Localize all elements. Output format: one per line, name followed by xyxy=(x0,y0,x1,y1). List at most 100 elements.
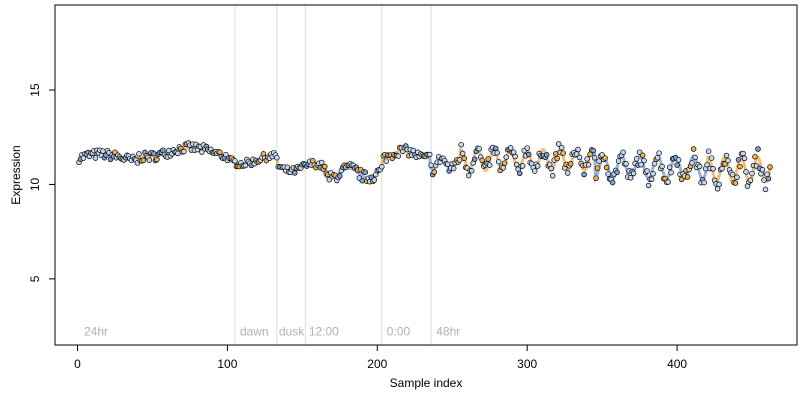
annotation-label: 24hr xyxy=(84,325,108,339)
fit-curve xyxy=(705,155,772,183)
data-point xyxy=(479,157,485,164)
data-point xyxy=(223,151,229,158)
data-point xyxy=(428,162,434,168)
data-point xyxy=(596,158,602,164)
data-point xyxy=(476,145,482,152)
data-point xyxy=(468,168,475,174)
data-point xyxy=(615,158,622,164)
data-point xyxy=(575,146,581,153)
data-point xyxy=(217,149,223,156)
data-point xyxy=(319,159,325,166)
data-point xyxy=(591,155,598,161)
annotation-label: 0:00 xyxy=(387,325,411,339)
data-point xyxy=(140,157,147,164)
x-tick-label: 300 xyxy=(517,357,537,371)
data-point xyxy=(531,168,538,174)
annotation-label: dusk xyxy=(279,325,305,339)
data-point xyxy=(199,149,205,155)
data-point xyxy=(749,170,755,177)
data-point xyxy=(590,147,596,154)
data-point xyxy=(513,161,520,168)
data-point xyxy=(500,165,506,171)
annotation-label: 12:00 xyxy=(309,325,339,339)
data-point xyxy=(471,156,478,163)
data-point xyxy=(465,172,472,179)
data-point xyxy=(274,154,280,161)
data-point xyxy=(747,177,754,184)
data-point xyxy=(525,151,532,158)
data-point xyxy=(623,161,629,167)
y-axis-label: Expression xyxy=(9,145,23,204)
data-point xyxy=(765,175,772,182)
data-point xyxy=(503,154,509,160)
data-point xyxy=(764,171,770,177)
data-point xyxy=(614,169,620,176)
data-point xyxy=(620,149,626,156)
data-point xyxy=(337,173,343,179)
data-point xyxy=(650,171,656,177)
data-point xyxy=(665,179,671,185)
data-point xyxy=(136,151,142,157)
data-point xyxy=(723,152,730,159)
data-point xyxy=(594,165,601,171)
data-point xyxy=(734,174,740,181)
data-point xyxy=(154,156,160,163)
data-point xyxy=(638,161,644,168)
data-point xyxy=(710,166,716,172)
y-tick-label: 15 xyxy=(28,83,42,97)
data-point xyxy=(633,156,640,162)
data-point xyxy=(494,150,500,156)
data-point xyxy=(512,153,518,160)
data-point xyxy=(725,157,731,164)
data-point xyxy=(519,163,526,169)
data-point xyxy=(232,158,238,164)
data-point xyxy=(567,161,574,167)
data-point xyxy=(678,176,685,183)
data-point xyxy=(485,156,491,162)
data-point xyxy=(495,158,502,165)
data-point xyxy=(456,157,463,163)
data-point xyxy=(689,160,695,166)
annotation-label: 48hr xyxy=(436,325,460,339)
data-point xyxy=(690,146,697,152)
data-point xyxy=(743,169,749,175)
data-point xyxy=(666,164,673,171)
y-tick-label: 10 xyxy=(28,177,42,191)
data-point xyxy=(585,162,592,168)
data-point xyxy=(705,148,712,154)
y-tick-label: 5 xyxy=(28,275,42,282)
data-point xyxy=(395,153,402,159)
data-point xyxy=(458,141,464,148)
data-point xyxy=(644,168,650,174)
data-point xyxy=(507,145,514,151)
data-point xyxy=(560,150,566,156)
data-point xyxy=(584,156,590,162)
data-point xyxy=(543,152,550,158)
x-tick-label: 0 xyxy=(74,357,81,371)
data-point xyxy=(516,170,523,177)
data-point xyxy=(92,155,99,161)
data-point xyxy=(548,165,554,172)
data-point xyxy=(674,162,680,168)
data-point xyxy=(605,171,611,177)
data-point xyxy=(602,155,608,161)
data-point xyxy=(648,176,655,183)
data-point xyxy=(641,157,647,164)
data-points xyxy=(76,140,773,193)
annotation-label: dawn xyxy=(240,325,269,339)
x-axis: 0 100 200 300 400 xyxy=(74,344,687,371)
data-point xyxy=(524,145,530,151)
data-point xyxy=(668,169,674,176)
data-point xyxy=(359,177,366,184)
data-point xyxy=(459,150,466,157)
data-point xyxy=(741,155,748,162)
data-point xyxy=(627,175,634,181)
data-point xyxy=(558,144,565,151)
data-point xyxy=(701,179,707,186)
data-point xyxy=(549,173,556,179)
data-point xyxy=(767,164,773,170)
data-point xyxy=(755,146,761,152)
data-point xyxy=(603,164,610,171)
data-point xyxy=(292,170,298,176)
